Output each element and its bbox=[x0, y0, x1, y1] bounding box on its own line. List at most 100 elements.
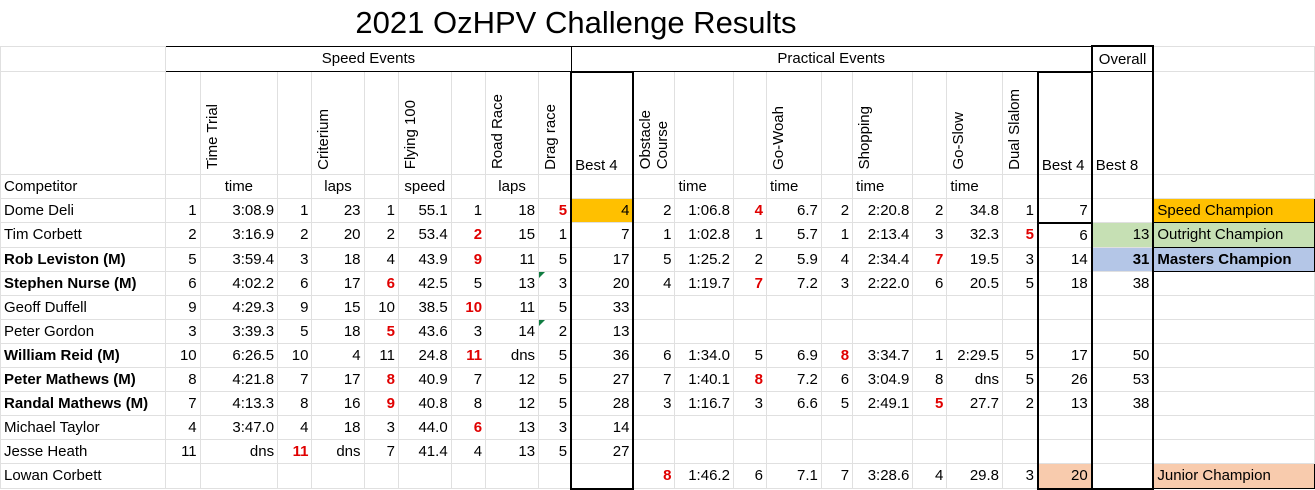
score-cell: 6.7 bbox=[765, 197, 822, 223]
score-cell: 3 bbox=[1002, 462, 1039, 489]
score-cell: 1:25.2 bbox=[674, 246, 734, 272]
score-cell bbox=[820, 294, 854, 320]
score-cell: 29.8 bbox=[946, 462, 1004, 489]
score-cell: 6 bbox=[912, 270, 948, 296]
score-cell bbox=[765, 438, 822, 464]
score-cell bbox=[1036, 318, 1093, 344]
score-cell: 7 bbox=[570, 222, 635, 248]
score-cell: 3 bbox=[538, 414, 572, 440]
table-row: Tim Corbett 2 3:16.9 2 20 2 53.4 2 15 1 7 1 1:02.8 1 5… bbox=[0, 221, 1315, 248]
unit-label: laps bbox=[311, 173, 365, 199]
score-cell: 11 bbox=[277, 438, 313, 464]
score-cell: 20 bbox=[311, 222, 365, 248]
score-cell: 5 bbox=[277, 318, 313, 344]
score-cell: dns bbox=[946, 366, 1004, 392]
score-cell bbox=[732, 318, 767, 344]
score-cell: 3:59.4 bbox=[199, 246, 279, 272]
score-cell: 8 bbox=[632, 462, 676, 489]
blank-cell bbox=[450, 71, 487, 175]
award-label bbox=[1152, 342, 1315, 368]
competitor-name: Dome Deli bbox=[0, 197, 167, 223]
score-cell: 3 bbox=[1002, 246, 1039, 272]
score-cell: 8 bbox=[450, 390, 487, 416]
table-row: Peter Mathews (M) 8 4:21.8 7 17 8 40.9 7 12 5 27 7 1… bbox=[0, 366, 1315, 392]
score-cell bbox=[538, 462, 572, 489]
event-dual-slalom: Dual Slalom bbox=[1006, 88, 1024, 170]
score-cell: 4 bbox=[363, 246, 399, 272]
score-cell: 6 bbox=[1036, 221, 1093, 248]
score-cell bbox=[912, 414, 948, 440]
score-cell: 2 bbox=[165, 222, 201, 248]
score-cell: 6 bbox=[820, 366, 854, 392]
score-cell: 1 bbox=[912, 342, 948, 368]
score-cell: 7.1 bbox=[765, 462, 822, 489]
score-cell bbox=[363, 462, 399, 489]
score-cell: 18 bbox=[311, 414, 365, 440]
score-cell: 27 bbox=[570, 438, 635, 464]
competitor-name: Lowan Corbett bbox=[0, 462, 167, 489]
score-cell: 3:04.9 bbox=[852, 366, 914, 392]
score-cell: 1:34.0 bbox=[674, 342, 734, 368]
score-cell: 4:13.3 bbox=[199, 390, 279, 416]
score-cell: 55.1 bbox=[397, 197, 452, 223]
score-cell: 13 bbox=[1090, 222, 1155, 248]
score-cell bbox=[912, 294, 948, 320]
competitor-name: Tim Corbett bbox=[0, 222, 167, 248]
score-cell: 5.7 bbox=[765, 222, 822, 248]
score-cell bbox=[570, 462, 635, 490]
score-cell: 1 bbox=[820, 222, 854, 248]
score-cell: 8 bbox=[363, 366, 399, 392]
award-label: Outright Champion bbox=[1152, 222, 1315, 248]
score-cell bbox=[1036, 414, 1093, 440]
score-cell: 5 bbox=[1002, 366, 1039, 392]
table-row: Lowan Corbett 8 1:46.2 6 7.1 7 3:28.6 4 29.8 3 20 J… bbox=[0, 462, 1315, 490]
score-cell: 5 bbox=[363, 318, 399, 344]
score-cell bbox=[674, 294, 734, 320]
score-cell: 3:34.7 bbox=[852, 342, 914, 368]
page-title: 2021 OzHPV Challenge Results bbox=[355, 5, 797, 40]
score-cell: 1:46.2 bbox=[674, 462, 734, 489]
score-cell: 3 bbox=[912, 222, 948, 248]
score-cell bbox=[765, 294, 822, 320]
score-cell bbox=[199, 462, 279, 489]
score-cell: 7 bbox=[820, 462, 854, 489]
score-cell bbox=[450, 462, 487, 489]
blank-cell bbox=[912, 71, 948, 175]
score-cell bbox=[946, 294, 1004, 320]
score-cell: 5 bbox=[1002, 222, 1039, 248]
table-row: Dome Deli 1 3:08.9 1 23 1 55.1 1 18 5 4 2 1:06.8 4 6.7… bbox=[0, 197, 1315, 223]
score-cell: 1 bbox=[165, 197, 201, 223]
score-cell bbox=[732, 414, 767, 440]
blank-cell bbox=[277, 71, 313, 175]
score-cell: 53.4 bbox=[397, 222, 452, 248]
blank-cell bbox=[363, 173, 399, 199]
unit-label: time bbox=[199, 173, 279, 199]
score-cell: 50 bbox=[1090, 342, 1155, 368]
score-cell: 6 bbox=[732, 462, 767, 489]
score-cell: 4 bbox=[912, 462, 948, 489]
score-cell: 13 bbox=[485, 270, 540, 296]
score-cell: 4 bbox=[732, 197, 767, 223]
score-cell: 3:28.6 bbox=[852, 462, 914, 489]
score-cell: 1:19.7 bbox=[674, 270, 734, 296]
score-cell bbox=[852, 294, 914, 320]
competitor-name: Rob Leviston (M) bbox=[0, 246, 167, 272]
score-cell: 4 bbox=[450, 438, 487, 464]
score-cell: 2 bbox=[363, 222, 399, 248]
score-cell bbox=[732, 294, 767, 320]
competitor-name: Stephen Nurse (M) bbox=[0, 270, 167, 296]
score-cell: 2 bbox=[820, 197, 854, 223]
event-go-woah: Go-Woah bbox=[769, 105, 787, 170]
score-cell bbox=[1090, 438, 1155, 464]
score-cell: 2:22.0 bbox=[852, 270, 914, 296]
event-go-slow: Go-Slow bbox=[950, 111, 968, 170]
score-cell: 12 bbox=[485, 366, 540, 392]
score-cell: 1 bbox=[732, 222, 767, 248]
award-label: Speed Champion bbox=[1152, 197, 1315, 223]
award-label: Junior Champion bbox=[1152, 462, 1315, 489]
score-cell: 27.7 bbox=[946, 390, 1004, 416]
blank-cell bbox=[820, 173, 854, 199]
award-label bbox=[1152, 318, 1315, 344]
score-cell: 7 bbox=[450, 366, 487, 392]
score-cell: 42.5 bbox=[397, 270, 452, 296]
